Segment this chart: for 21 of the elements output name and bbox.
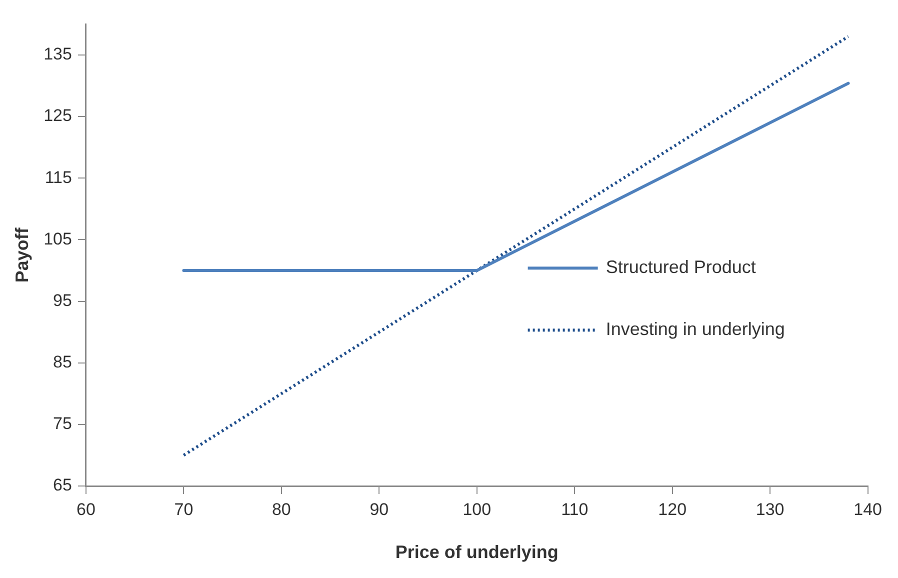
x-tick-label: 70 bbox=[174, 500, 194, 519]
x-tick-label: 80 bbox=[272, 500, 291, 519]
y-tick-label: 135 bbox=[44, 44, 72, 64]
x-tick-label: 110 bbox=[561, 500, 588, 519]
y-tick-label: 125 bbox=[44, 106, 72, 126]
x-tick-label: 140 bbox=[854, 500, 882, 519]
legend-label: Structured Product bbox=[606, 257, 756, 278]
x-axis-title: Price of underlying bbox=[395, 542, 558, 562]
legend-label: Investing in underlying bbox=[606, 319, 785, 340]
x-tick-label: 130 bbox=[756, 500, 784, 519]
y-tick-label: 95 bbox=[53, 290, 72, 310]
y-tick-label: 105 bbox=[44, 229, 72, 248]
x-tick-label: 120 bbox=[658, 500, 687, 519]
x-tick-label: 60 bbox=[76, 500, 96, 519]
y-axis-title: Payoff bbox=[12, 226, 32, 283]
y-tick-label: 75 bbox=[53, 414, 72, 434]
x-tick-label: 100 bbox=[462, 500, 492, 519]
y-tick-label: 85 bbox=[53, 352, 72, 372]
y-tick-label: 115 bbox=[44, 168, 72, 187]
y-tick-label: 65 bbox=[53, 476, 72, 495]
x-tick-label: 90 bbox=[370, 500, 389, 519]
